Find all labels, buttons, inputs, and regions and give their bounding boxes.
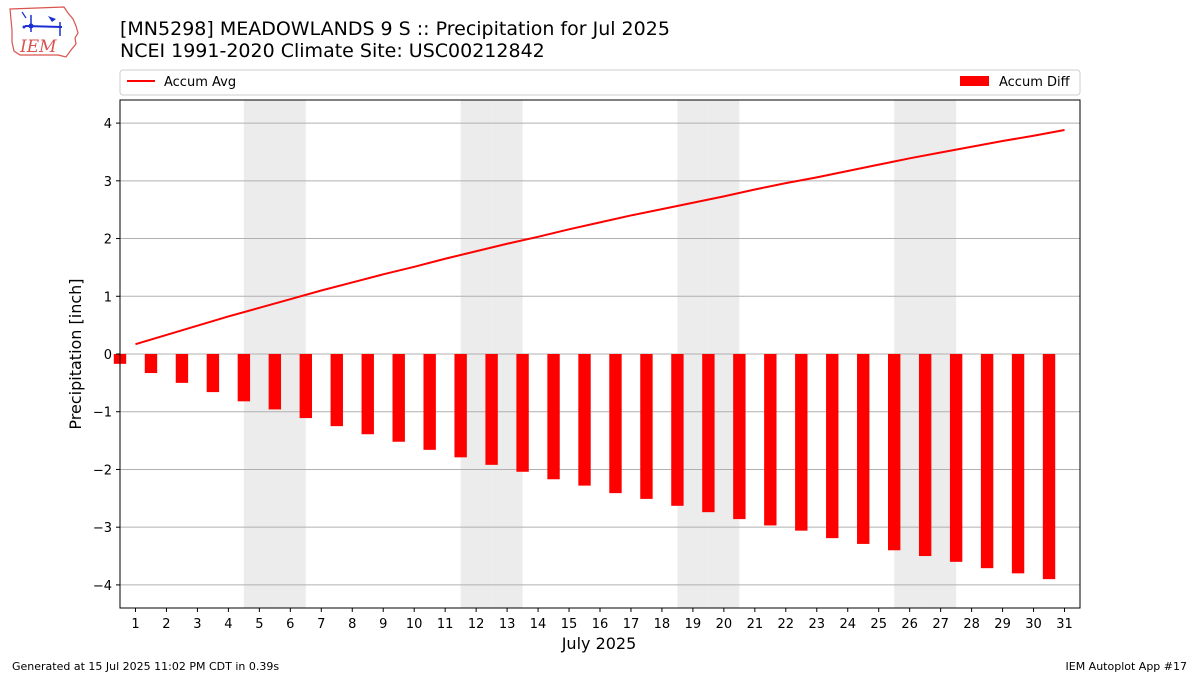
x-tick-label: 28 xyxy=(963,617,980,632)
accum-diff-bar xyxy=(949,354,963,562)
legend-label-accum-diff: Accum Diff xyxy=(999,75,1071,90)
x-tick-label: 27 xyxy=(932,617,949,632)
accum-diff-bar xyxy=(485,354,498,465)
accum-diff-bar xyxy=(578,354,591,486)
accum-diff-bar xyxy=(330,354,343,427)
x-tick-label: 14 xyxy=(530,617,547,632)
accum-diff-bar xyxy=(918,354,932,557)
accum-diff-bars xyxy=(113,354,1056,580)
x-tick-label: 19 xyxy=(685,617,702,632)
x-tick-label: 26 xyxy=(901,617,918,632)
accum-diff-bar xyxy=(702,354,715,513)
x-tick-label: 2 xyxy=(162,617,170,632)
chart-title: [MN5298] MEADOWLANDS 9 S :: Precipitatio… xyxy=(120,18,670,40)
x-axis-label: July 2025 xyxy=(561,634,637,653)
y-tick-label: −1 xyxy=(93,406,112,421)
state-outline-icon xyxy=(9,6,79,58)
grid-lines xyxy=(120,122,1080,586)
accum-diff-bar xyxy=(237,354,251,402)
x-axis-ticks: 1 2 3 4 5 6 7 8 9 10 11 12 13 14 15 16 17 18 19 20 21 22 23 24 2… xyxy=(131,608,1073,632)
y-tick-label: −4 xyxy=(93,579,112,594)
accum-avg-line xyxy=(135,129,1065,346)
legend-bar-swatch xyxy=(960,76,989,86)
x-tick-label: 11 xyxy=(437,617,454,632)
x-tick-label: 29 xyxy=(994,617,1011,632)
chart-subtitle: NCEI 1991-2020 Climate Site: USC00212842 xyxy=(120,40,545,62)
accum-diff-bar xyxy=(795,354,808,531)
accum-diff-bar xyxy=(361,354,374,435)
iem-logo: IEM xyxy=(9,6,79,58)
weather-station-icon xyxy=(21,11,63,36)
accum-avg-line-group xyxy=(135,129,1065,346)
x-tick-label: 4 xyxy=(224,617,232,632)
x-tick-label: 5 xyxy=(255,617,263,632)
y-tick-label: 4 xyxy=(104,117,112,132)
accum-diff-bar xyxy=(826,354,839,539)
accum-diff-bar xyxy=(888,354,901,551)
accum-diff-bar xyxy=(640,354,653,499)
accum-diff-bar xyxy=(299,354,312,419)
x-tick-label: 20 xyxy=(716,617,733,632)
x-tick-label: 8 xyxy=(348,617,356,632)
accum-diff-bar xyxy=(1042,354,1056,580)
x-tick-label: 10 xyxy=(406,617,423,632)
x-tick-label: 7 xyxy=(317,617,325,632)
accum-diff-bar xyxy=(733,354,746,520)
x-tick-label: 9 xyxy=(379,617,387,632)
x-tick-label: 12 xyxy=(468,617,485,632)
footer-app-text: IEM Autoplot App #17 xyxy=(1066,660,1188,673)
y-tick-label: 3 xyxy=(104,175,112,190)
accum-diff-bar xyxy=(980,354,994,569)
y-axis-label: Precipitation [inch] xyxy=(66,278,85,429)
x-tick-label: 30 xyxy=(1025,617,1042,632)
accum-diff-bar xyxy=(392,354,405,442)
accum-diff-bar xyxy=(268,354,282,410)
x-tick-label: 13 xyxy=(499,617,516,632)
accum-diff-bar xyxy=(206,354,220,393)
accum-diff-bar xyxy=(671,354,684,506)
accum-diff-bar xyxy=(175,354,189,383)
x-tick-label: 21 xyxy=(747,617,764,632)
x-tick-label: 24 xyxy=(839,617,856,632)
y-tick-label: 0 xyxy=(104,348,112,363)
x-tick-label: 3 xyxy=(193,617,201,632)
legend: Accum Avg Accum Diff xyxy=(119,69,1081,96)
y-tick-label: −2 xyxy=(93,463,112,478)
accum-diff-bar xyxy=(423,354,436,450)
accum-diff-bar xyxy=(609,354,622,494)
accum-diff-bar xyxy=(144,354,158,374)
x-tick-label: 25 xyxy=(870,617,887,632)
legend-frame xyxy=(119,69,1081,96)
x-tick-label: 17 xyxy=(623,617,640,632)
accum-diff-bar xyxy=(857,354,870,544)
accum-diff-bar xyxy=(516,354,529,472)
x-tick-label: 16 xyxy=(592,617,609,632)
x-tick-label: 31 xyxy=(1056,617,1073,632)
x-tick-label: 18 xyxy=(654,617,671,632)
accum-diff-bar xyxy=(547,354,560,480)
y-tick-label: 1 xyxy=(104,290,112,305)
accum-diff-bar xyxy=(764,354,777,526)
accum-diff-bar xyxy=(454,354,467,458)
footer-generated-text: Generated at 15 Jul 2025 11:02 PM CDT in… xyxy=(12,660,279,673)
y-axis-ticks: −4 −3 −2 −1 0 1 2 3 4 xyxy=(93,117,120,594)
x-tick-label: 23 xyxy=(809,617,826,632)
x-tick-label: 15 xyxy=(561,617,578,632)
logo-text: IEM xyxy=(19,37,57,57)
x-tick-label: 22 xyxy=(778,617,795,632)
x-tick-label: 6 xyxy=(286,617,294,632)
accum-diff-bar xyxy=(1011,354,1025,574)
legend-label-accum-avg: Accum Avg xyxy=(164,75,236,90)
y-tick-label: −3 xyxy=(93,521,112,536)
y-tick-label: 2 xyxy=(104,233,112,248)
x-tick-label: 1 xyxy=(131,617,139,632)
